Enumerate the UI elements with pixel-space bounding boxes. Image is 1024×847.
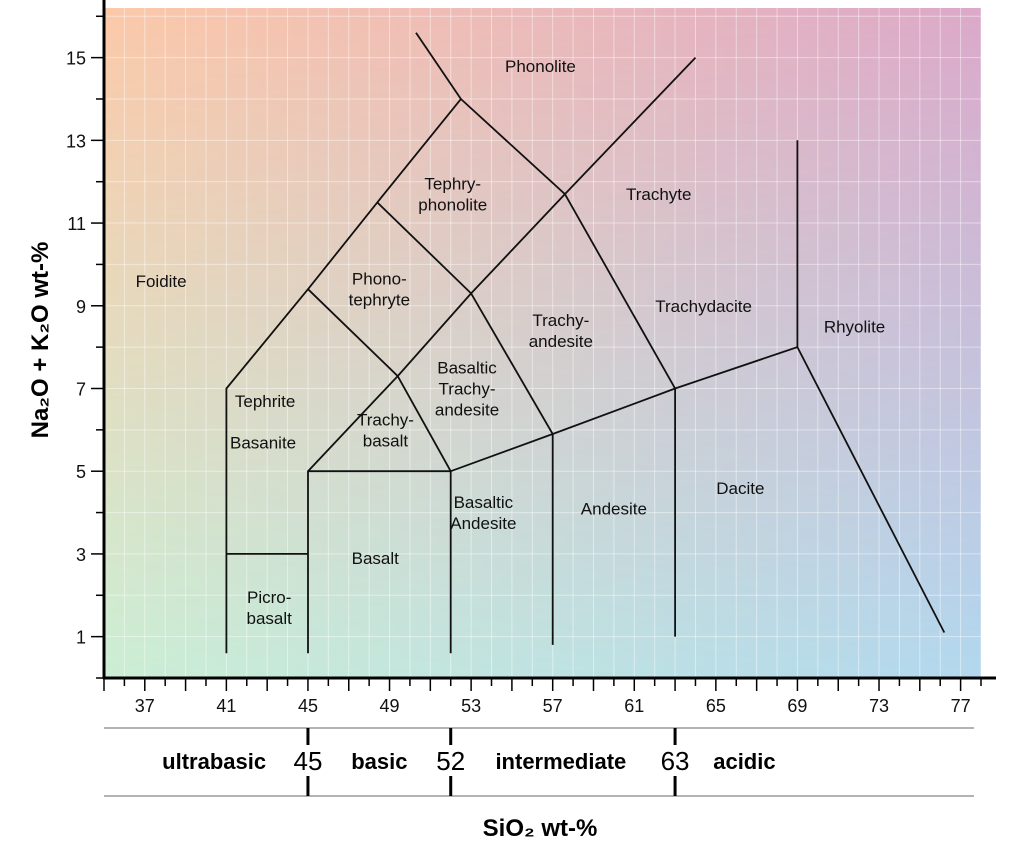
field-label: Tephrite	[235, 392, 295, 411]
class-divider-label: 45	[293, 746, 322, 776]
field-boundaries	[225, 32, 946, 654]
y-tick-label: 9	[76, 297, 86, 317]
field-label: Picro-	[247, 588, 291, 607]
field-label: Rhyolite	[824, 317, 885, 336]
x-tick-label: 77	[951, 696, 971, 716]
field-label: Andesite	[450, 514, 516, 533]
x-axis-title: SiO₂ wt-%	[483, 815, 598, 842]
field-label: Foidite	[136, 272, 187, 291]
field-label: Andesite	[581, 499, 647, 518]
field-label: tephryte	[349, 291, 410, 310]
y-tick-label: 7	[76, 379, 86, 399]
x-tick-label: 73	[869, 696, 889, 716]
field-label: Trachy-	[439, 379, 496, 398]
field-label: andesite	[435, 400, 499, 419]
class-name: intermediate	[495, 749, 626, 774]
x-tick-label: 65	[706, 696, 726, 716]
field-label: basalt	[247, 609, 293, 628]
plot-background-top	[104, 8, 981, 678]
field-boundary-line	[307, 288, 452, 472]
x-tick-label: 49	[380, 696, 400, 716]
y-tick-label: 11	[67, 214, 86, 234]
field-boundary-line	[307, 56, 697, 654]
field-label: Trachyte	[626, 185, 692, 204]
y-tick-label: 13	[66, 131, 86, 151]
field-label: Trachy-	[532, 311, 589, 330]
field-label: Phono-	[352, 270, 407, 289]
field-label: Basalt	[352, 549, 400, 568]
class-name: acidic	[713, 749, 775, 774]
x-tick-label: 57	[543, 696, 563, 716]
field-label: Dacite	[716, 479, 764, 498]
field-label: phonolite	[418, 196, 487, 215]
plot-background	[104, 8, 981, 678]
field-label: Phonolite	[505, 57, 576, 76]
field-boundary-line	[376, 201, 554, 645]
field-label: Trachydacite	[655, 297, 752, 316]
field-boundary-line	[449, 387, 676, 654]
field-boundary-line	[796, 346, 946, 633]
field-label: andesite	[529, 332, 593, 351]
field-label: Trachy-	[357, 410, 414, 429]
y-tick-label: 5	[76, 462, 86, 482]
y-tick-label: 3	[76, 545, 86, 565]
y-axis-title: Na₂O + K₂O wt-%	[27, 242, 54, 439]
field-label: Basaltic	[437, 358, 497, 377]
field-boundary-line	[415, 32, 462, 100]
x-tick-label: 69	[787, 696, 807, 716]
silica-classification-bar: 45 52 63 ultrabasic basic intermediate acidic	[104, 727, 974, 797]
field-label: basalt	[363, 431, 409, 450]
field-label: Tephry-	[424, 175, 481, 194]
field-label: Basaltic	[454, 493, 514, 512]
class-name: ultrabasic	[162, 749, 266, 774]
y-tick-label: 15	[66, 49, 86, 69]
x-tick-label: 53	[461, 696, 481, 716]
field-label: Basanite	[230, 433, 296, 452]
class-name: basic	[351, 749, 407, 774]
x-tick-label: 61	[624, 696, 644, 716]
field-labels: Phonolite Tephry-phonolite Trachyte Foidite…	[136, 57, 886, 628]
class-divider-label: 52	[436, 746, 465, 776]
class-divider-label: 63	[661, 746, 690, 776]
x-tick-label: 41	[216, 696, 236, 716]
y-tick-label: 1	[76, 628, 86, 648]
x-tick-label: 45	[298, 696, 318, 716]
x-tick-label: 37	[135, 696, 155, 716]
